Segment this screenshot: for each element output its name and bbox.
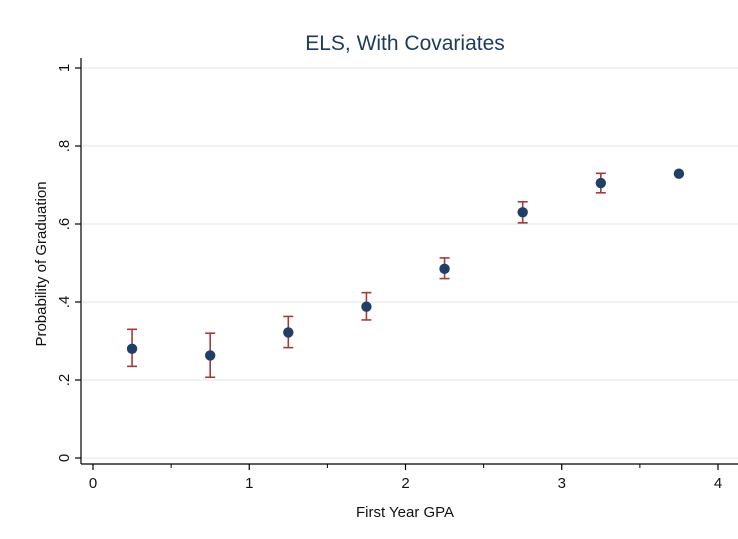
- data-point: [517, 207, 528, 218]
- data-point: [439, 263, 450, 275]
- x-tick-label: 4: [714, 475, 722, 492]
- grid-lines: [82, 67, 738, 459]
- y-tick-label: .4: [56, 296, 73, 309]
- y-axis-title: Probability of Graduation: [33, 181, 50, 346]
- y-tick-label: .2: [56, 374, 73, 387]
- y-tick-label: .6: [56, 218, 73, 231]
- data-point: [126, 343, 138, 354]
- data-point: [673, 168, 685, 179]
- x-axis-title: First Year GPA: [356, 504, 454, 521]
- axes: [80, 58, 738, 465]
- y-tick-label: 0: [56, 454, 73, 462]
- y-tick-label: .8: [56, 140, 73, 153]
- x-tick-label: 0: [89, 475, 97, 492]
- data-point: [361, 301, 372, 312]
- chart-title: ELS, With Covariates: [305, 32, 505, 55]
- y-tick-label: 1: [56, 64, 73, 72]
- data-point: [595, 177, 607, 189]
- data-point: [204, 350, 216, 361]
- data-points: [126, 168, 685, 361]
- data-point: [283, 327, 294, 338]
- x-tick-label: 2: [401, 475, 409, 492]
- axis-ticks: 0 .2 .4 .6 .8 1 0 1 2 3 4: [56, 64, 722, 492]
- x-tick-label: 1: [245, 475, 253, 492]
- x-tick-label: 3: [558, 475, 566, 492]
- error-bars: [127, 172, 606, 379]
